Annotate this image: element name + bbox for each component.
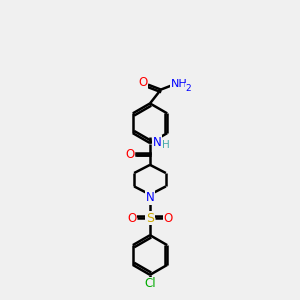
Text: N: N	[153, 136, 161, 148]
Text: O: O	[138, 76, 148, 89]
Text: O: O	[126, 148, 135, 161]
Text: H: H	[162, 140, 170, 150]
Text: S: S	[146, 212, 154, 225]
Text: O: O	[128, 212, 137, 225]
Text: NH: NH	[171, 79, 188, 88]
Text: 2: 2	[185, 84, 191, 93]
Text: N: N	[146, 191, 154, 204]
Text: O: O	[163, 212, 172, 225]
Text: Cl: Cl	[144, 277, 156, 290]
